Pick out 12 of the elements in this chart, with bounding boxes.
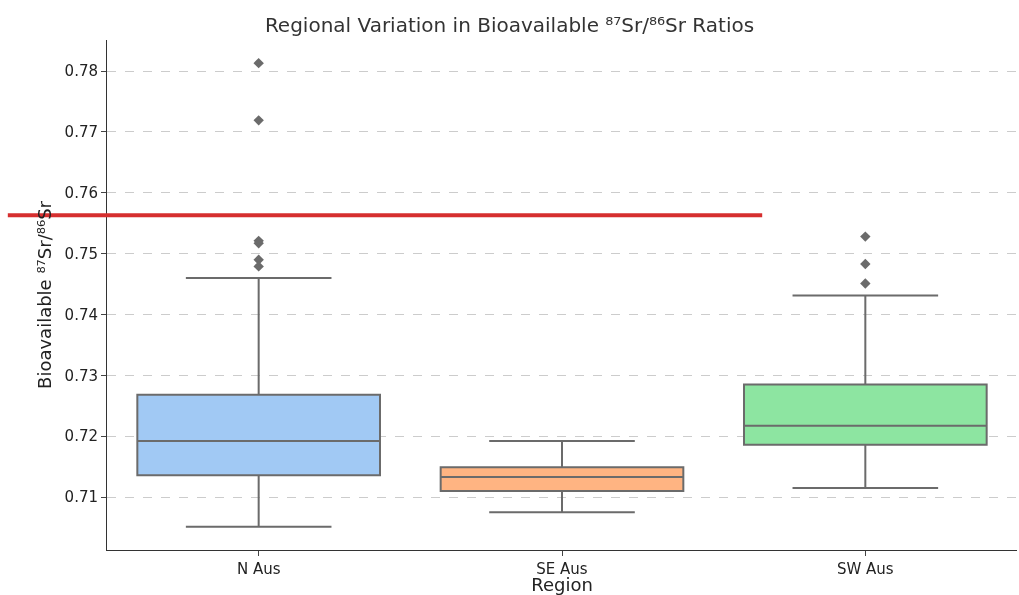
chart-title: Regional Variation in Bioavailable ⁸⁷Sr/⁸⁶Sr Ratios [264,12,755,37]
y-axis-title: Bioavailable ⁸⁷Sr/⁸⁶Sr [33,200,55,389]
y-tick-label: 0.71 [64,488,98,507]
y-tick-label: 0.78 [64,62,98,81]
y-tick-label: 0.75 [64,244,98,263]
x-tick-label: SW Aus [836,560,894,578]
y-tick-label: 0.76 [64,184,98,203]
x-tick-label: N Aus [236,560,281,578]
y-tick-label: 0.73 [64,366,98,385]
y-tick-label: 0.77 [64,123,98,142]
y-tick-label: 0.72 [64,427,98,446]
y-tick-label: 0.74 [64,305,98,324]
